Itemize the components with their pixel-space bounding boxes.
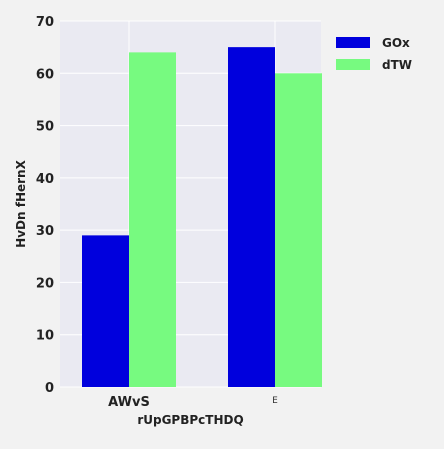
y-tick-label-0: 0 — [45, 381, 54, 396]
legend-swatch-GOx — [336, 37, 370, 48]
y-tick-label-2: 20 — [36, 276, 54, 291]
x-axis-label: rUpGPBPcTHDQ — [137, 413, 243, 427]
y-tick-label-1: 10 — [36, 329, 54, 344]
bar-GOx-E — [228, 47, 275, 388]
x-tick-label-1: E — [272, 396, 278, 406]
legend-label-dTW: dTW — [382, 58, 412, 72]
legend: GOx dTW — [336, 36, 412, 72]
y-tick-label-5: 50 — [36, 120, 54, 135]
y-tick-label-7: 70 — [36, 15, 54, 30]
bars — [82, 47, 322, 388]
legend-swatch-dTW — [336, 59, 370, 70]
x-axis-ticks: AWvS E — [108, 395, 278, 410]
x-tick-label-0: AWvS — [108, 395, 150, 410]
bar-GOx-AWvS — [82, 235, 129, 387]
y-tick-label-3: 30 — [36, 224, 54, 239]
legend-label-GOx: GOx — [382, 36, 410, 50]
bar-dTW-AWvS — [129, 52, 176, 387]
y-axis-label: HvDn fHernX — [14, 159, 28, 247]
bar-dTW-E — [275, 73, 322, 388]
y-axis-ticks: 0 10 20 30 40 50 60 70 — [36, 15, 54, 396]
y-tick-label-6: 60 — [36, 67, 54, 82]
y-tick-label-4: 40 — [36, 172, 54, 187]
